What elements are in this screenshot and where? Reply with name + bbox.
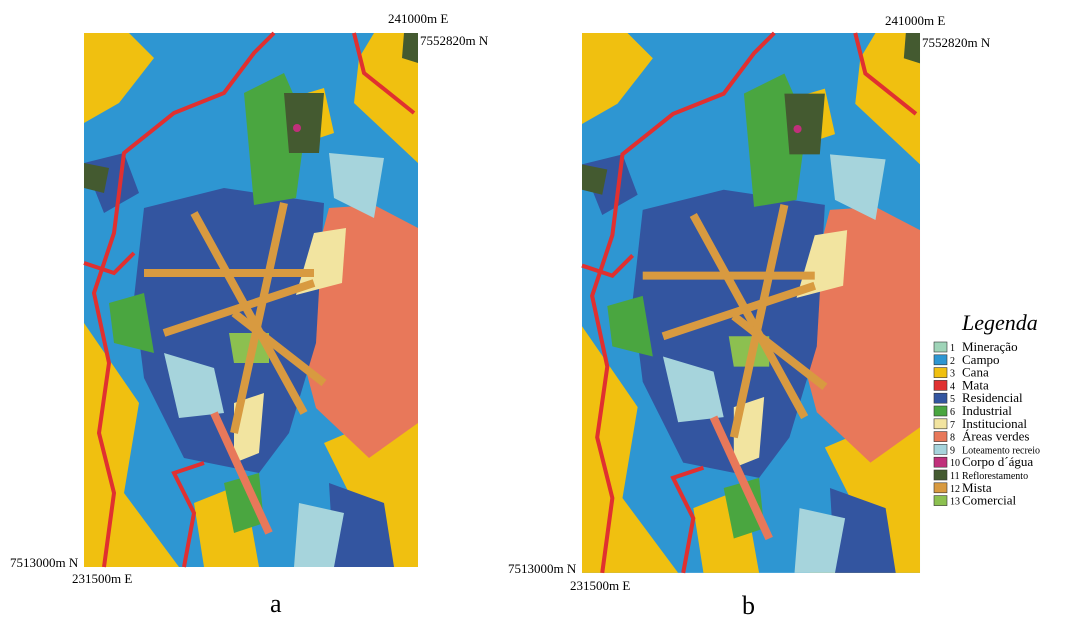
legend-number: 6 (950, 407, 955, 418)
legend-swatch (934, 406, 947, 416)
legend-number: 11 (950, 471, 960, 482)
coord-label: 241000m E (388, 11, 448, 26)
legend-number: 2 (950, 356, 955, 367)
legend-number: 5 (950, 394, 955, 405)
figure: 241000m E 7552820m N 7513000m N 231500m … (0, 0, 1082, 619)
legend-number: 12 (950, 484, 960, 495)
legend-number: 1 (950, 343, 955, 354)
legend-label: Corpo d´água (962, 454, 1033, 469)
legend-swatch (934, 432, 947, 442)
legend-number: 8 (950, 433, 955, 444)
legend-swatch (934, 444, 947, 454)
coord-label: 231500m E (570, 578, 630, 593)
legend-swatch (934, 496, 947, 506)
map-a (84, 33, 418, 567)
coord-label: 231500m E (72, 571, 132, 586)
legend-number: 13 (950, 497, 960, 508)
legend-swatch (934, 470, 947, 480)
legend-swatch (934, 393, 947, 403)
legend-swatch (934, 380, 947, 390)
legend-number: 4 (950, 381, 955, 392)
legend-number: 9 (950, 445, 955, 456)
coord-label: 7552820m N (420, 33, 489, 48)
coord-label: 7513000m N (508, 561, 577, 576)
map-b (582, 33, 920, 573)
legend-label: Áreas verdes (962, 429, 1030, 444)
panel-label: a (270, 589, 282, 618)
panel-label: b (742, 591, 755, 619)
legend-title: Legenda (961, 310, 1038, 335)
coord-label: 7552820m N (922, 35, 991, 50)
coord-label: 241000m E (885, 13, 945, 28)
legend-number: 3 (950, 369, 955, 380)
legend-label: Comercial (962, 493, 1017, 508)
legend-number: 10 (950, 458, 960, 469)
coord-label: 7513000m N (10, 555, 79, 570)
legend-swatch (934, 419, 947, 429)
legend-swatch (934, 368, 947, 378)
legend-swatch (934, 483, 947, 493)
legend-swatch (934, 342, 947, 352)
legend-number: 7 (950, 420, 955, 431)
legend-swatch (934, 457, 947, 467)
legend-swatch (934, 355, 947, 365)
